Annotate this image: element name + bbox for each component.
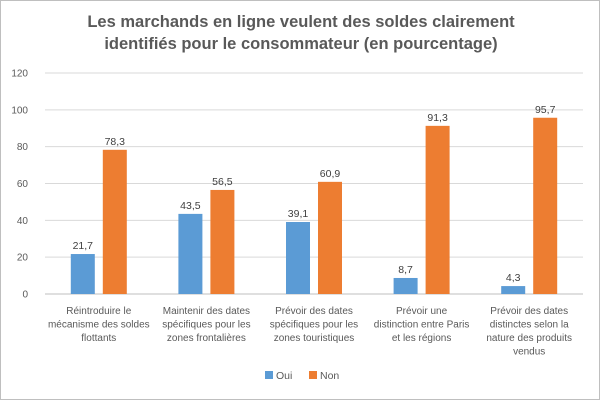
bar-non bbox=[318, 181, 342, 294]
y-tick-label: 80 bbox=[17, 142, 29, 153]
bar-oui bbox=[501, 286, 526, 294]
data-label: 56,5 bbox=[212, 176, 233, 188]
legend-label-oui: Oui bbox=[276, 370, 292, 382]
data-label: 21,7 bbox=[73, 240, 94, 252]
y-tick-label: 20 bbox=[17, 253, 29, 264]
legend-swatch-oui bbox=[265, 371, 273, 379]
category-label: distinction entre Paris bbox=[374, 320, 470, 331]
data-label: 8,7 bbox=[398, 264, 413, 276]
category-label: nature des produits bbox=[486, 333, 572, 344]
data-label: 4,3 bbox=[506, 272, 521, 284]
category-label: distinctes selon la bbox=[490, 320, 569, 331]
category-label: mécanisme des soldes bbox=[48, 320, 150, 331]
category-label: Réintroduire le bbox=[66, 306, 131, 317]
chart-title-line-2: identifiés pour le consommateur (en pour… bbox=[104, 35, 498, 53]
category-label: Prévoir des dates bbox=[275, 306, 353, 317]
category-label: spécifiques pour les bbox=[162, 320, 250, 331]
y-tick-label: 120 bbox=[11, 69, 28, 80]
data-label: 95,7 bbox=[535, 104, 556, 116]
category-label: et les régions bbox=[392, 333, 451, 344]
data-label: 60,9 bbox=[320, 168, 341, 180]
bar-oui bbox=[70, 254, 95, 294]
y-tick-label: 100 bbox=[11, 105, 28, 116]
data-label: 43,5 bbox=[180, 200, 201, 212]
category-label: zones frontalières bbox=[167, 333, 246, 344]
chart-title: Les marchands en ligne veulent des solde… bbox=[21, 11, 581, 55]
data-label: 39,1 bbox=[288, 208, 309, 220]
category-label: vendus bbox=[513, 347, 545, 358]
category-label: flottants bbox=[81, 333, 116, 344]
category-label: Prévoir une bbox=[396, 306, 448, 317]
y-tick-label: 40 bbox=[17, 216, 29, 227]
data-label: 78,3 bbox=[105, 136, 126, 148]
legend-label-non: Non bbox=[320, 370, 339, 382]
category-label: Prévoir des dates bbox=[490, 306, 568, 317]
bar-oui bbox=[178, 213, 203, 294]
y-tick-label: 60 bbox=[17, 179, 29, 190]
data-label: 91,3 bbox=[427, 112, 448, 124]
bar-non bbox=[102, 149, 127, 294]
bar-non bbox=[210, 189, 235, 294]
category-label: Maintenir des dates bbox=[163, 306, 250, 317]
y-tick-label: 0 bbox=[22, 290, 28, 301]
bar-oui bbox=[286, 221, 310, 294]
legend-swatch-non bbox=[309, 371, 317, 379]
category-label: zones touristiques bbox=[274, 333, 355, 344]
bar-non bbox=[533, 117, 558, 294]
bar-non bbox=[425, 125, 450, 294]
chart-title-line-1: Les marchands en ligne veulent des solde… bbox=[87, 13, 515, 31]
bar-oui bbox=[393, 277, 418, 294]
category-label: spécifiques pour les bbox=[270, 320, 358, 331]
